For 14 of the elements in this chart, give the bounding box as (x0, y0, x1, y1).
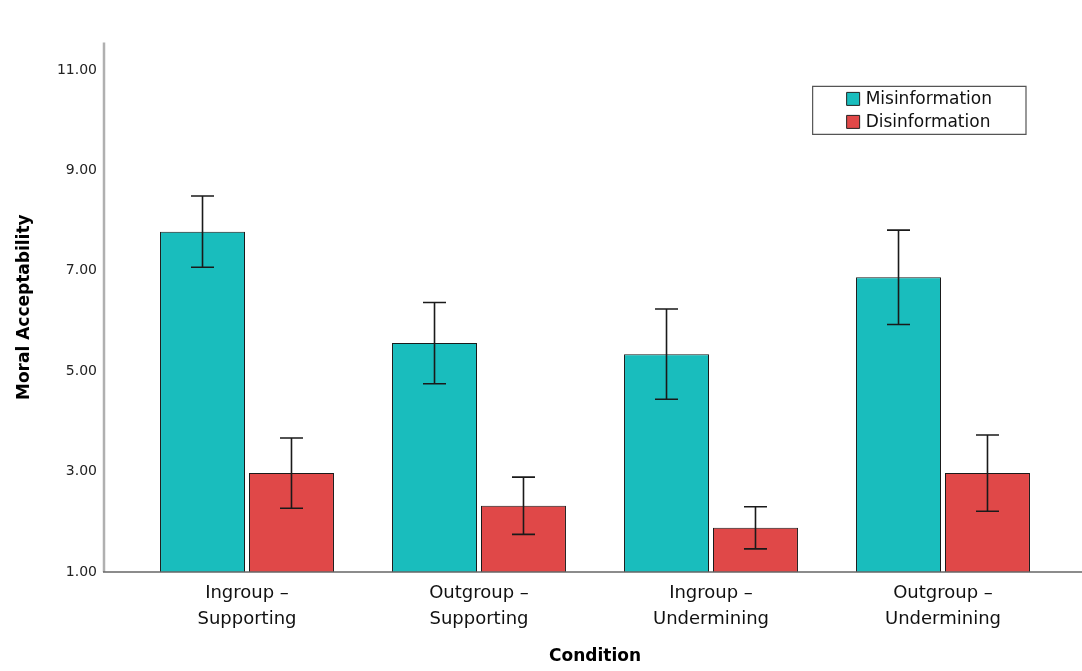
y-tick-label: 9.00 (65, 161, 97, 178)
x-tick-label: Ingroup – Undermining (653, 580, 769, 628)
y-tick-label: 5.00 (65, 361, 97, 378)
x-tick-label: Outgroup – Undermining (885, 580, 1001, 628)
y-axis-title: Moral Acceptability (12, 214, 33, 401)
x-axis-title: Condition (549, 645, 641, 666)
y-tick-label: 7.00 (65, 261, 97, 278)
x-tick-label: Outgroup – Supporting (429, 580, 529, 628)
y-tick-label: 3.00 (65, 462, 97, 479)
legend-label: Misinformation (865, 88, 993, 109)
y-tick-label: 11.00 (56, 60, 97, 77)
y-tick-label: 1.00 (65, 562, 97, 579)
x-tick-label: Ingroup – Supporting (197, 580, 297, 628)
legend-label: Disinformation (865, 111, 991, 132)
